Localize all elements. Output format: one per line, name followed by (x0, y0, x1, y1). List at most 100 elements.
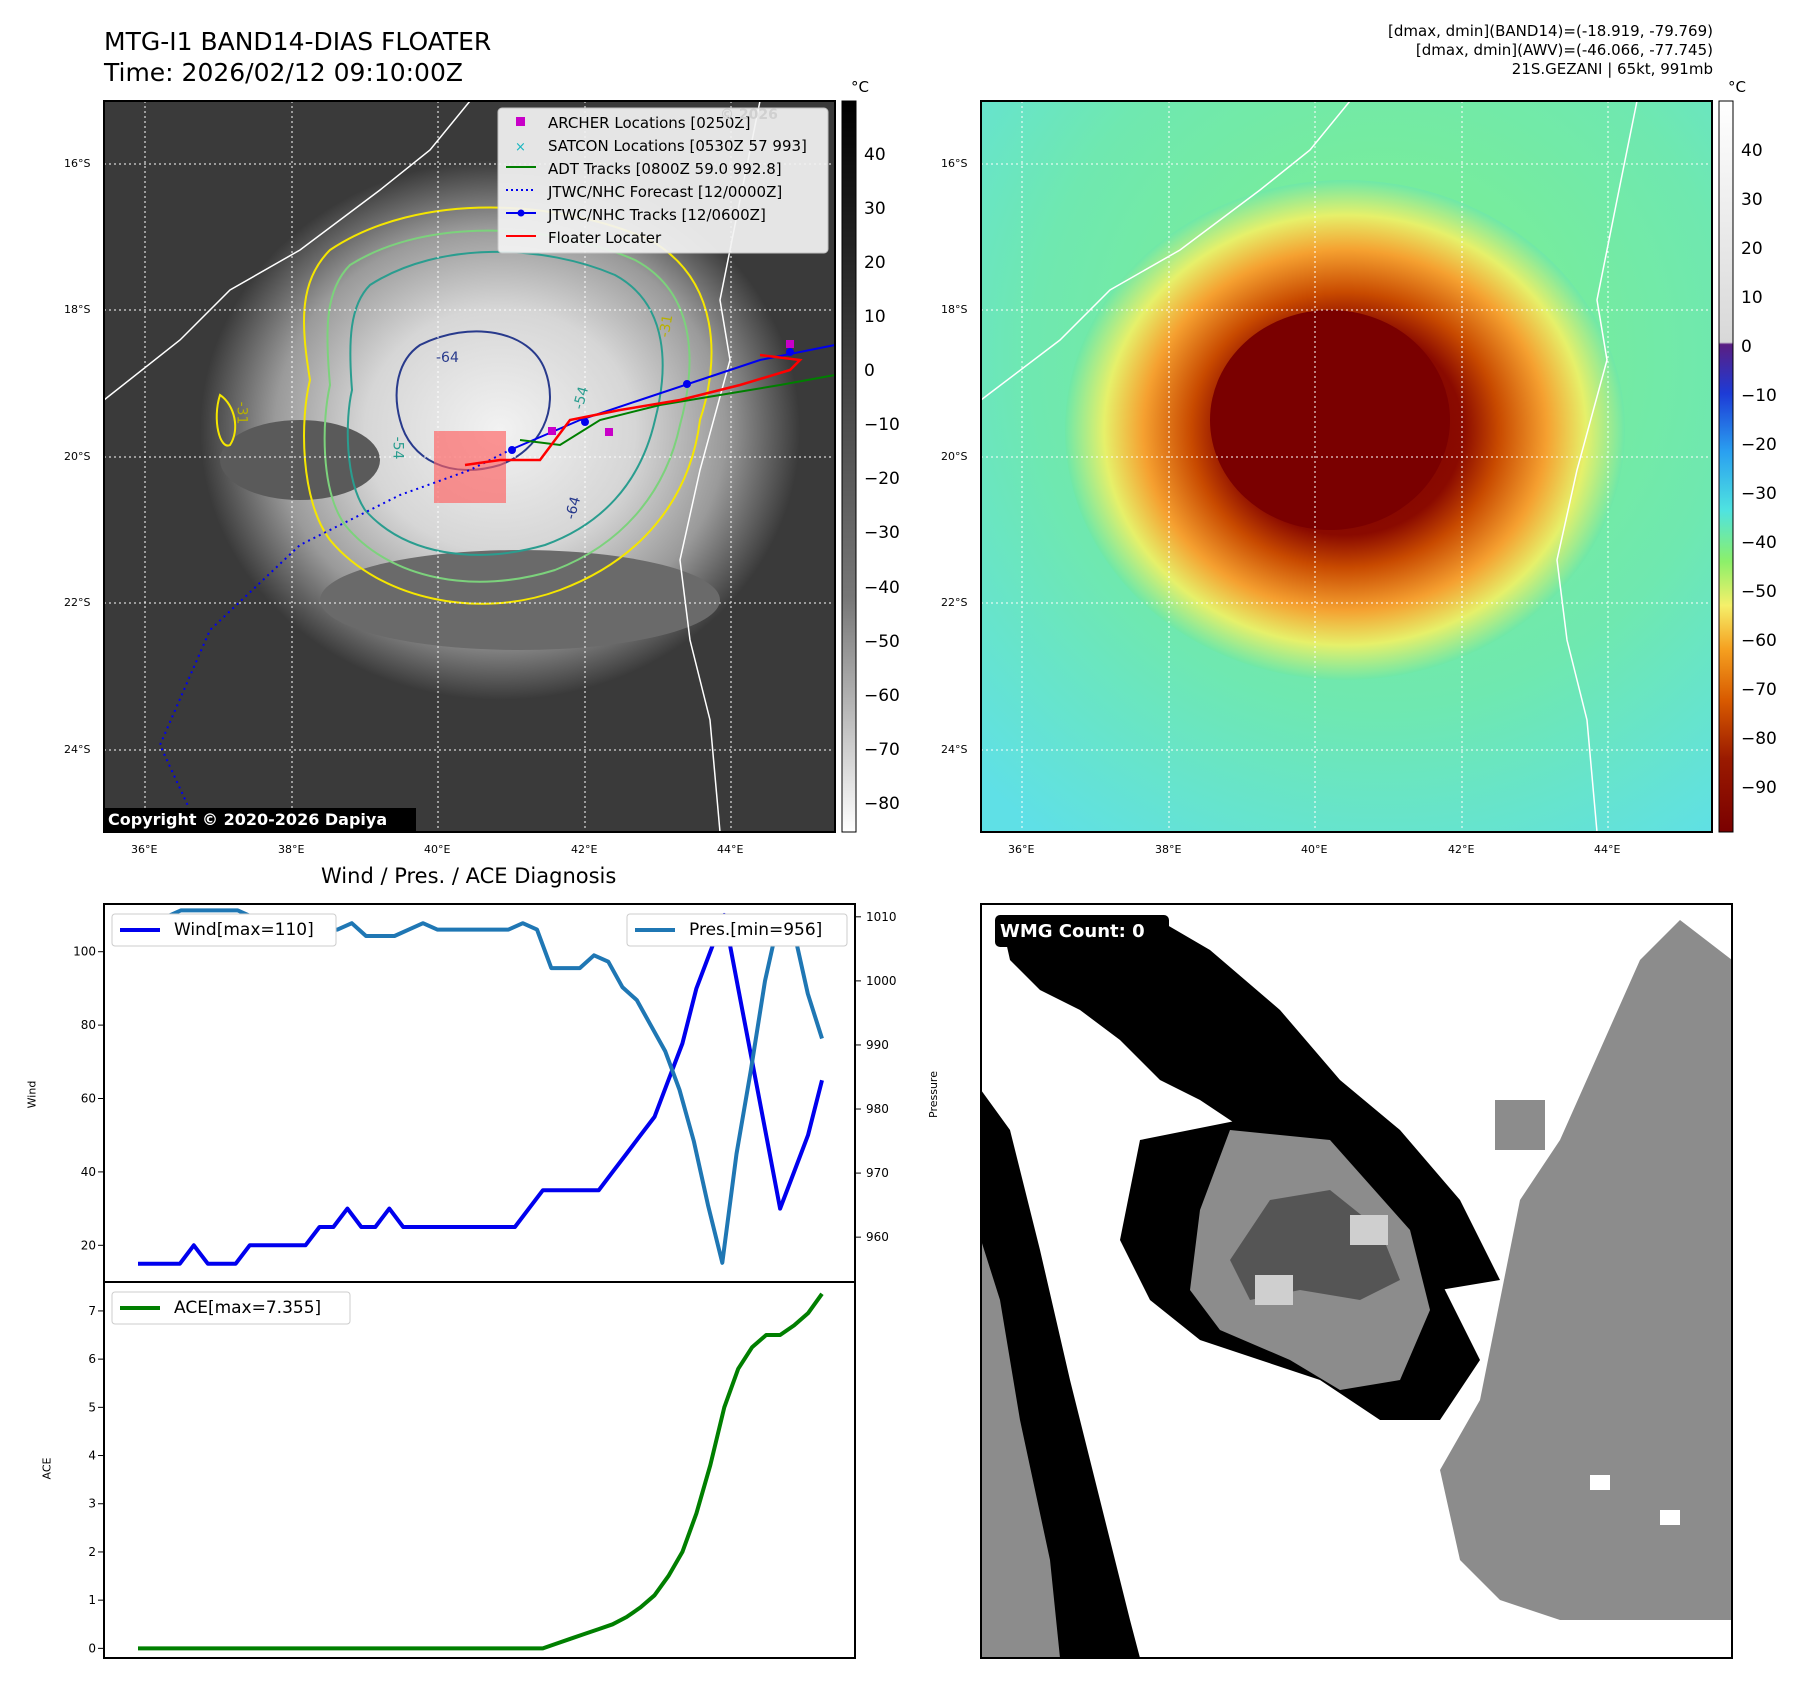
wind-series-tick-label: 20 (81, 1238, 96, 1252)
pressure-series-tick-label: 1000 (866, 974, 897, 988)
awv-lat-label: 16°S (941, 157, 968, 170)
ir-lat-label: 18°S (64, 303, 91, 316)
awv-frame (980, 100, 1713, 833)
wind-series-tick-label: 80 (81, 1018, 96, 1032)
awv-satellite-panel (981, 101, 1712, 832)
storm-summary: 21S.GEZANI | 65kt, 991mb (1511, 60, 1713, 78)
legend-archer: ARCHER Locations [0250Z] (548, 114, 751, 132)
awv-colorbar (1718, 100, 1734, 833)
ir-cbar-tick: −80 (864, 794, 900, 814)
ace-series-tick-label: 0 (88, 1641, 96, 1655)
copyright-watermark: Copyright © 2020-2026 Dapiya (108, 810, 388, 829)
ir-lat-label: 22°S (64, 596, 91, 609)
wmg-panel (981, 904, 1732, 1658)
legend-floater: Floater Locater (548, 229, 662, 247)
wind-series-tick-label: 40 (81, 1165, 96, 1179)
awv-cbar-tick: 10 (1741, 288, 1763, 308)
awv-cbar-tick: −90 (1741, 778, 1777, 798)
legend-adt: ADT Tracks [0800Z 59.0 992.8] (548, 160, 782, 178)
floater-track (464, 353, 803, 467)
awv-cbar-tick: 40 (1741, 141, 1763, 161)
ir-lon-label: 44°E (717, 843, 744, 856)
ir-lat-label: 20°S (64, 450, 91, 463)
ir-cbar-tick: 20 (864, 253, 886, 273)
ir-lon-label: 42°E (571, 843, 598, 856)
ir-cbar-tick: −20 (864, 469, 900, 489)
ace-series-tick-label: 3 (88, 1497, 96, 1511)
ace-legend-box (111, 1291, 351, 1325)
ir-lon-label: 40°E (424, 843, 451, 856)
awv-lat-label: 24°S (941, 743, 968, 756)
awv-lat-label: 20°S (941, 450, 968, 463)
awv-cbar-tick: −10 (1741, 386, 1777, 406)
satcon-marker: × (515, 140, 526, 155)
ace-series-tick-label: 5 (88, 1400, 96, 1414)
pressure-series-tick-label: 960 (866, 1230, 889, 1244)
title-line-time: Time: 2026/02/12 09:10:00Z (104, 58, 463, 87)
wind-legend-box (111, 913, 337, 947)
ace-frame (103, 1281, 856, 1659)
awv-lon-label: 42°E (1448, 843, 1475, 856)
ir-lat-label: 16°S (64, 157, 91, 170)
awv-cbar-tick: −80 (1741, 729, 1777, 749)
legend-forecast: JTWC/NHC Forecast [12/0000Z] (548, 183, 783, 201)
ir-lon-label: 36°E (131, 843, 158, 856)
contour-label: -54 (389, 436, 406, 460)
ir-cbar-tick: −70 (864, 740, 900, 760)
awv-colorbar-unit: °C (1728, 78, 1746, 96)
ir-cbar-tick: 0 (864, 361, 875, 381)
ir-cbar-tick: 30 (864, 199, 886, 219)
wind-series-tick-label: 60 (81, 1092, 96, 1106)
wmg-count: WMG Count: 0 (1000, 921, 1145, 942)
ir-lat-label: 24°S (64, 743, 91, 756)
wmg-left-gray (981, 1240, 1060, 1658)
ace-series-tick-label: 2 (88, 1545, 96, 1559)
ace-series (138, 1292, 824, 1651)
pres-legend-box (626, 913, 848, 947)
wind-legend: Wind[max=110] (174, 920, 314, 940)
archer-marker (516, 117, 525, 126)
title-line-product: MTG-I1 BAND14-DIAS FLOATER (104, 27, 492, 56)
contour-label: -31 (233, 401, 250, 425)
awv-lon-label: 38°E (1155, 843, 1182, 856)
ir-cbar-tick: −10 (864, 415, 900, 435)
wind-series-tick-label: 100 (73, 945, 96, 959)
ace-series-tick-label: 6 (88, 1352, 96, 1366)
ir-lon-label: 38°E (278, 843, 305, 856)
floater-box (434, 431, 506, 503)
awv-cbar-tick: 0 (1741, 337, 1752, 357)
awv-cbar-tick: −50 (1741, 582, 1777, 602)
awv-cbar-tick: 20 (1741, 239, 1763, 259)
ace-series-tick-label: 1 (88, 1593, 96, 1607)
plot-title: MTG-I1 BAND14-DIAS FLOATER Time: 2026/02… (104, 26, 491, 88)
storm-info: [dmax, dmin](BAND14)=(-18.919, -79.769) … (1388, 22, 1713, 79)
ir-cbar-tick: 10 (864, 307, 886, 327)
ace-series-tick-label: 4 (88, 1449, 96, 1463)
ir-frame (103, 100, 836, 833)
awv-lon-label: 40°E (1301, 843, 1328, 856)
pressure-series-tick-label: 990 (866, 1038, 889, 1052)
adt-track (519, 374, 835, 447)
awv-lon-label: 36°E (1008, 843, 1035, 856)
ir-cbar-tick: −40 (864, 578, 900, 598)
awv-cbar-tick: −70 (1741, 680, 1777, 700)
awv-cbar-tick: 30 (1741, 190, 1763, 210)
awv-cbar-tick: −40 (1741, 533, 1777, 553)
pressure-series-tick-label: 970 (866, 1166, 889, 1180)
awv-lat-label: 22°S (941, 596, 968, 609)
pressure-series-tick-label: 1010 (866, 910, 897, 924)
ace-legend: ACE[max=7.355] (174, 1298, 322, 1318)
ir-cbar-tick: −60 (864, 686, 900, 706)
ir-colorbar-unit: °C (851, 78, 869, 96)
awv-cbar-tick: −20 (1741, 435, 1777, 455)
awv-lat-label: 18°S (941, 303, 968, 316)
ace-axis-label: ACE (40, 1457, 54, 1480)
awv-cbar-tick: −60 (1741, 631, 1777, 651)
ir-cbar-tick: 40 (864, 145, 886, 165)
awv-lon-label: 44°E (1594, 843, 1621, 856)
awv-cbar-tick: −30 (1741, 484, 1777, 504)
wind-series (138, 913, 824, 1266)
pressure-legend: Pres.[min=956] (689, 920, 823, 940)
track-legend: ARCHER Locations [0250Z] SATCON Location… (548, 112, 807, 250)
